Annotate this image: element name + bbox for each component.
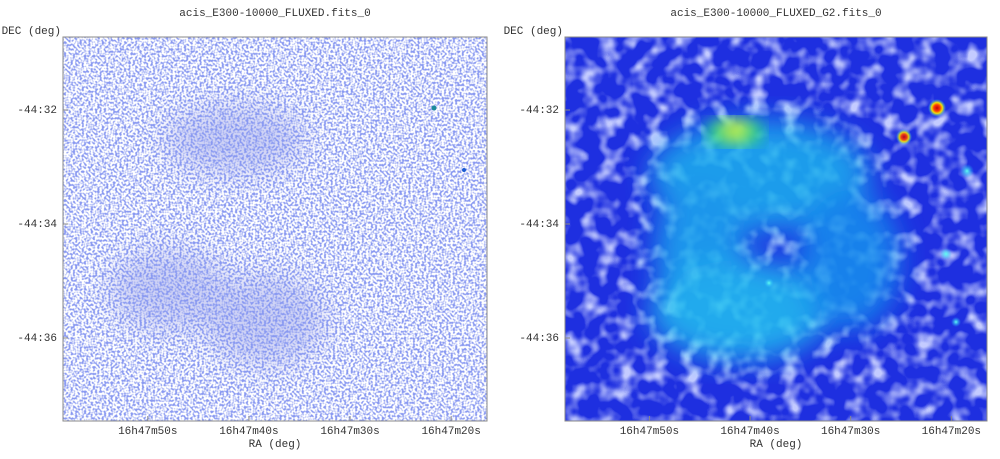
x-tick-label: 16h47m40s — [219, 426, 278, 438]
raw-image — [63, 37, 487, 421]
emission-blob — [800, 190, 900, 330]
y-tick-label: -44:32 — [17, 105, 57, 117]
x-tick-label: 16h47m20s — [922, 426, 981, 438]
point-source — [940, 248, 952, 260]
panel-title: acis_E300-10000_FLUXED.fits_0 — [179, 8, 370, 20]
y-tick-label: -44:34 — [519, 219, 559, 231]
point-source — [960, 164, 974, 178]
emission-blob — [650, 260, 830, 360]
plot-frame — [564, 36, 988, 422]
bright-knot — [707, 118, 763, 146]
diffuse-emission — [650, 120, 900, 360]
x-axis-label: RA (deg) — [249, 439, 302, 451]
point-source — [462, 168, 466, 172]
point-source — [951, 317, 961, 327]
point-source — [431, 105, 437, 111]
x-tick-label: 16h47m40s — [720, 426, 779, 438]
smoothed-image — [565, 37, 987, 421]
y-axis-label: DEC (deg) — [504, 26, 563, 38]
y-tick-label: -44:36 — [519, 333, 559, 345]
photon-noise — [63, 37, 487, 421]
point-source — [928, 99, 946, 117]
x-tick-label: 16h47m30s — [821, 426, 880, 438]
x-axis-label: RA (deg) — [750, 439, 803, 451]
x-tick-label: 16h47m50s — [620, 426, 679, 438]
panel-title: acis_E300-10000_FLUXED_G2.fits_0 — [670, 8, 881, 20]
x-tick-label: 16h47m20s — [421, 426, 480, 438]
point-source — [764, 278, 774, 288]
y-tick-label: -44:36 — [17, 333, 57, 345]
y-axis-label: DEC (deg) — [2, 26, 61, 38]
point-source — [896, 129, 912, 145]
knot-inner — [725, 123, 745, 137]
x-tick-label: 16h47m30s — [320, 426, 379, 438]
x-tick-label: 16h47m50s — [118, 426, 177, 438]
y-tick-label: -44:32 — [519, 105, 559, 117]
plot-frame — [62, 36, 488, 422]
y-tick-label: -44:34 — [17, 219, 57, 231]
